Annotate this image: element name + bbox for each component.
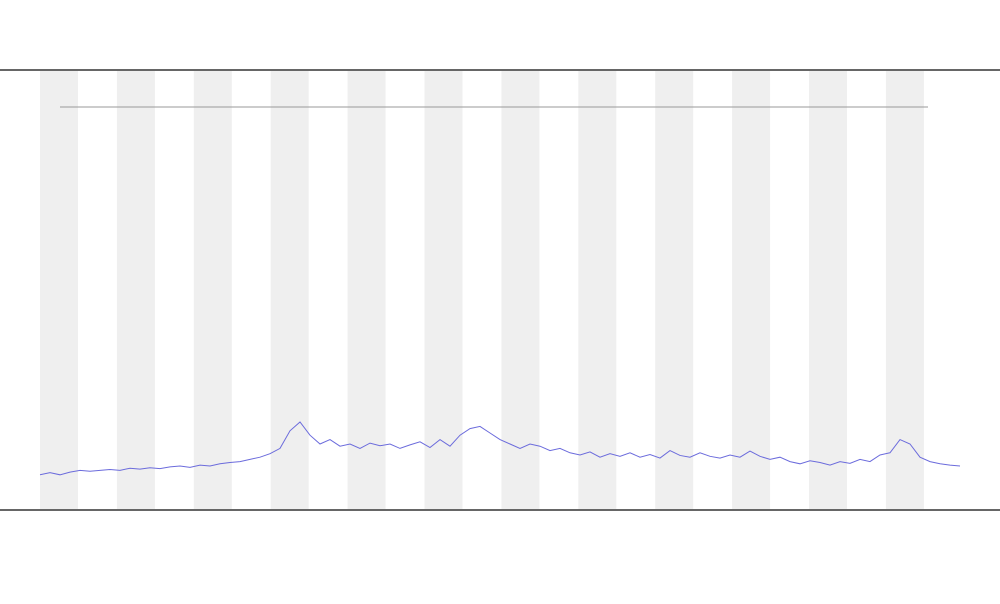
shaded-band [885, 71, 924, 509]
shaded-band [501, 71, 540, 509]
shaded-band [732, 71, 771, 509]
shaded-band [193, 71, 232, 509]
shaded-band [578, 71, 617, 509]
series-line [39, 421, 961, 476]
shaded-band [116, 71, 155, 509]
shaded-band [347, 71, 386, 509]
shaded-band [270, 71, 309, 509]
shaded-band [40, 71, 78, 509]
shaded-band [424, 71, 463, 509]
shaded-band [655, 71, 694, 509]
shaded-band [809, 71, 847, 509]
